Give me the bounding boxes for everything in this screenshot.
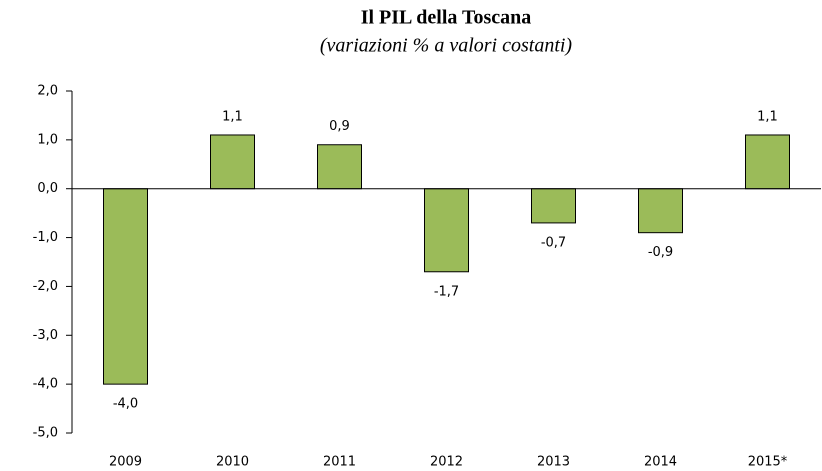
- x-tick-label: 2010: [216, 455, 249, 470]
- value-label: 0,9: [329, 119, 350, 134]
- bar: [745, 134, 790, 190]
- value-label: 1,1: [757, 109, 778, 124]
- y-tick-label: -2,0: [33, 279, 58, 294]
- value-label: 1,1: [222, 109, 243, 124]
- bar: [424, 188, 469, 273]
- y-tick-label: 0,0: [37, 181, 58, 196]
- value-label: -4,0: [113, 397, 138, 412]
- bar: [317, 144, 362, 190]
- y-tick-label: -3,0: [33, 328, 58, 343]
- bar: [531, 188, 576, 224]
- x-tick-label: 2009: [109, 455, 142, 470]
- bar: [210, 134, 255, 190]
- y-tick-label: -1,0: [33, 230, 58, 245]
- x-tick-label: 2013: [537, 455, 570, 470]
- chart-subtitle: (variazioni % a valori costanti): [320, 35, 573, 57]
- x-tick-label: 2014: [644, 455, 677, 470]
- y-tick-label: 1,0: [37, 132, 58, 147]
- x-tick-label: 2015*: [748, 455, 788, 470]
- bar: [103, 188, 148, 385]
- x-tick-label: 2011: [323, 455, 356, 470]
- bar: [638, 188, 683, 234]
- y-tick-label: -4,0: [33, 377, 58, 392]
- x-tick-label: 2012: [430, 455, 463, 470]
- value-label: -1,7: [434, 284, 459, 299]
- chart-title: Il PIL della Toscana: [361, 7, 532, 29]
- value-label: -0,7: [541, 235, 566, 250]
- value-label: -0,9: [648, 245, 673, 260]
- y-tick-label: 2,0: [37, 84, 58, 99]
- y-tick-label: -5,0: [33, 426, 58, 441]
